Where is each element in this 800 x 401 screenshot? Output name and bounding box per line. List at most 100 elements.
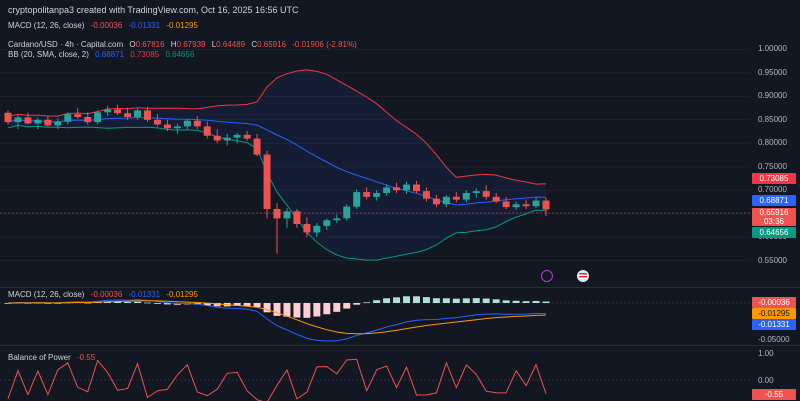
macd-legend-top[interactable]: MACD (12, 26, close) -0.00036 -0.01331 -…	[8, 21, 202, 30]
macd-hist-bar	[412, 296, 420, 303]
macd-pane-hist: -0.00036	[90, 290, 123, 299]
candle-body	[492, 196, 500, 202]
candle-body	[532, 200, 540, 207]
flag-stripes	[579, 273, 587, 279]
macd-hist-value: -0.00036	[90, 21, 123, 30]
candle-body	[134, 110, 142, 117]
macd-hist-bar	[532, 300, 540, 303]
macd-hist-bar	[114, 301, 122, 303]
macd-hist-bar	[472, 298, 480, 303]
macd-hist-tag: -0.00036	[752, 297, 796, 308]
candle-body	[353, 192, 361, 207]
candle-body	[432, 198, 440, 205]
macd-pane-line: -0.01331	[128, 290, 161, 299]
price-axis-label: 0.80000	[758, 138, 787, 148]
macd-hist-bar	[403, 296, 411, 303]
low-label: L	[211, 40, 217, 49]
candle-body	[542, 200, 550, 210]
macd-hist-bar	[442, 298, 450, 303]
candle-body	[193, 120, 201, 127]
macd-hist-bar	[263, 303, 271, 313]
candle-body	[303, 224, 311, 233]
macd-legend-pane[interactable]: MACD (12, 26, close) -0.00036 -0.01331 -…	[8, 290, 202, 299]
last-price-tag: 0.65916 03:36	[752, 208, 796, 226]
candle-body	[243, 134, 251, 139]
bop-legend[interactable]: Balance of Power -0.55	[8, 353, 99, 362]
candle-body	[34, 119, 42, 124]
macd-hist-bar	[383, 298, 391, 303]
bop-axis-top: 1.00	[758, 349, 774, 358]
macd-hist-bar	[303, 303, 311, 318]
candle-body	[143, 110, 151, 120]
candle-body	[403, 184, 411, 191]
macd-hist-bar	[522, 301, 530, 303]
symbol-legend[interactable]: Cardano/USD · 4h · Capital.com O0.67816 …	[8, 40, 361, 49]
bb-lower-line	[7, 124, 547, 261]
macd-hist-bar	[213, 303, 221, 307]
candle-body	[373, 193, 381, 197]
bb-legend[interactable]: BB (20, SMA, close, 2) 0.68871 0.73085 0…	[8, 50, 198, 59]
macd-hist-bar	[134, 301, 142, 303]
price-axis-label: 0.75000	[758, 161, 787, 171]
price-axis-label: 0.90000	[758, 91, 787, 101]
candle-body	[104, 109, 112, 113]
macd-hist-bar	[462, 298, 470, 303]
candle-body	[333, 218, 341, 221]
price-axis-label: 0.55000	[758, 255, 787, 265]
macd-line-value: -0.01331	[128, 21, 161, 30]
macd-hist-bar	[323, 303, 331, 315]
candle-body	[442, 196, 450, 205]
bop-axis-zero: 0.00	[758, 376, 774, 385]
high-value: 0.67939	[176, 40, 206, 49]
candle-body	[482, 191, 490, 197]
macd-line	[7, 299, 547, 342]
ohlc-high: H0.67939	[171, 40, 206, 49]
open-value: 0.67816	[135, 40, 165, 49]
macd-axis-label: -0.05000	[758, 335, 790, 344]
macd-hist-bar	[203, 303, 211, 306]
pane-divider-bop[interactable]	[0, 345, 800, 346]
low-value: 0.64489	[216, 40, 246, 49]
us-flag-icon[interactable]	[577, 270, 589, 282]
candle-body	[393, 187, 401, 191]
candle-body	[343, 206, 351, 219]
grid-lines	[0, 48, 750, 262]
close-value: 0.65916	[257, 40, 287, 49]
macd-hist-bar	[343, 303, 351, 309]
pane-divider-macd[interactable]	[0, 287, 800, 288]
macd-hist-bar	[273, 303, 281, 316]
bb-basis-tag: 0.68871	[752, 195, 796, 206]
macd-hist-bar	[143, 302, 151, 304]
candle-body	[363, 192, 371, 197]
bar-countdown: 03:36	[763, 217, 785, 226]
candle-body	[163, 124, 171, 129]
price-change: -0.01906 (-2.81%)	[292, 40, 357, 49]
signal-line	[7, 300, 547, 335]
candle-body	[183, 120, 191, 127]
candle-body	[74, 114, 82, 117]
candle-body	[14, 117, 22, 123]
candle-body	[253, 138, 261, 155]
macd-pane-plot	[0, 296, 750, 342]
candle-body	[213, 135, 221, 141]
bb-lower-value: 0.64656	[165, 50, 195, 59]
candle-body	[412, 184, 420, 192]
price-axis-label: 0.70000	[758, 185, 787, 195]
macd-line-tag: -0.01331	[752, 319, 796, 330]
top-bar: cryptopolitanpa3 created with TradingVie…	[0, 0, 800, 22]
candle-body	[173, 126, 181, 129]
macd-hist-bar	[512, 300, 520, 303]
price-axis-label: 0.95000	[758, 67, 787, 77]
last-price-value: 0.65916	[759, 208, 789, 217]
bb-lower-tag: 0.64656	[752, 227, 796, 238]
macd-hist-bar	[313, 303, 321, 317]
macd-hist-bar	[422, 297, 430, 303]
candle-body	[24, 117, 32, 124]
macd-label: MACD (12, 26, close)	[8, 21, 85, 30]
candle-body	[114, 109, 122, 114]
event-flash-icon[interactable]	[541, 270, 553, 282]
macd-hist-bar	[492, 299, 500, 303]
macd-hist-bar	[482, 298, 490, 303]
candle-body	[512, 204, 520, 208]
